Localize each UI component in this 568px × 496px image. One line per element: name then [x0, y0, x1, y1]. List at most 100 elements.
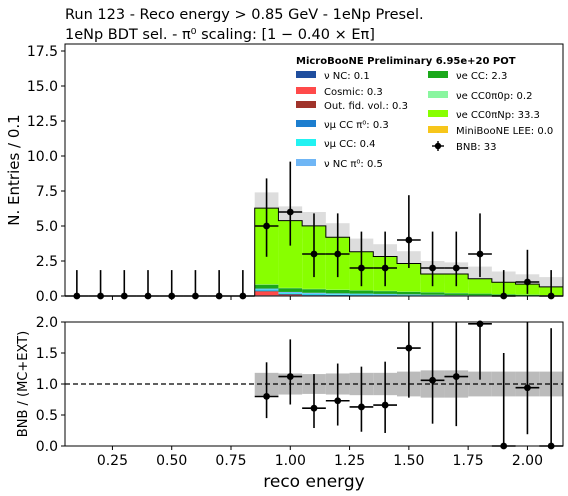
ratio-uncertainty-band	[468, 371, 492, 397]
data-point	[263, 222, 270, 230]
ratio-panel: 0.0 0.5 1.0 1.5 2.0 0.25 0.50 0.75 1.00 1.25 1.50 1…	[16, 315, 564, 492]
ratio-point	[263, 393, 270, 400]
ratio-xtick-label: 2.00	[512, 453, 543, 469]
legend-data-marker	[434, 142, 442, 150]
stack-bar-6	[444, 293, 469, 296]
main-ytick-label: 2.5	[36, 254, 58, 270]
main-ytick-label: 10.0	[27, 149, 58, 165]
legend-swatch	[296, 87, 316, 94]
ratio-xtick-label: 0.25	[97, 453, 128, 469]
legend-swatch	[428, 71, 448, 78]
ratio-point	[334, 397, 342, 405]
stack-bar-2	[278, 294, 303, 296]
legend-title: MicroBooNE Preliminary 6.95e+20 POT	[296, 56, 516, 67]
main-ylabel: N. Entries / 0.1	[5, 114, 23, 225]
stack-bar-5	[278, 291, 303, 293]
main-panel: 0.0 2.5 5.0 7.5 10.0 12.5 15.0 17.5 N. Entries /…	[5, 43, 564, 305]
stack-bar-6	[278, 288, 303, 292]
ratio-point	[476, 320, 484, 328]
stack-bar-6	[349, 290, 374, 294]
stack-bar-3	[278, 293, 303, 295]
stack-bar-5	[397, 294, 421, 295]
legend-label: MiniBooNE LEE: 0.0	[456, 126, 553, 137]
data-point	[476, 250, 484, 258]
legend-label: Out. fid. vol.: 0.3	[324, 101, 408, 112]
legend-label: νe CC: 2.3	[456, 71, 507, 82]
data-point	[381, 264, 389, 272]
ratio-point	[405, 344, 413, 352]
stack-bar-5	[302, 292, 326, 294]
legend-label: νe CC0π0p: 0.2	[456, 91, 532, 102]
legend: MicroBooNE Preliminary 6.95e+20 POT ν NC:…	[296, 56, 553, 170]
main-ytick-label: 0.0	[36, 289, 58, 305]
ratio-xtick-label: 1.25	[334, 453, 365, 469]
stack-bar-2	[254, 291, 279, 292]
ratio-xtick-label: 1.75	[453, 453, 484, 469]
chart-title-line2: 1eNp BDT sel. - π⁰ scaling: [1 − 0.40 × …	[65, 27, 375, 43]
legend-label: ν NC: 0.1	[324, 71, 370, 82]
stack-bar-8	[397, 263, 421, 292]
stack-bar-1	[254, 291, 279, 296]
legend-label: νμ CC: 0.4	[324, 139, 376, 150]
stack-bar-3	[302, 294, 326, 296]
stack-bar-4	[325, 294, 350, 295]
stack-bar-6	[302, 289, 326, 293]
legend-label: νe CC0πNp: 33.3	[456, 110, 540, 121]
legend-swatch	[428, 126, 448, 133]
main-axes-frame	[64, 43, 564, 297]
stack-bar-4	[278, 292, 303, 294]
ratio-ytick-label: 0.5	[36, 408, 58, 424]
stack-bar-8	[278, 220, 303, 288]
legend-swatch	[428, 110, 448, 117]
stack-bar-6	[397, 291, 421, 295]
data-point	[358, 264, 365, 272]
stack-bar-6	[254, 284, 279, 289]
chart-title-line1: Run 123 - Reco energy > 0.85 GeV - 1eNp …	[65, 7, 424, 23]
ratio-xtick-label: 0.50	[156, 453, 187, 469]
stack-bar-4	[349, 294, 374, 296]
ratio-point	[310, 404, 318, 412]
ratio-point	[452, 373, 460, 380]
legend-label: BNB: 33	[456, 142, 496, 153]
legend-swatch	[296, 120, 316, 127]
stack-bar-6	[420, 292, 445, 295]
stack-bar-8	[468, 278, 492, 294]
stack-bar-5	[254, 288, 279, 290]
main-ytick-label: 12.5	[27, 114, 58, 130]
legend-swatch	[296, 159, 316, 166]
legend-label: ν NC π⁰: 0.5	[324, 159, 383, 170]
data-point	[286, 208, 294, 216]
ratio-point	[286, 373, 294, 380]
ratio-ytick-label: 0.0	[36, 439, 58, 455]
ratio-ylabel: BNB / (MC+EXT)	[16, 331, 31, 437]
data-point	[429, 264, 436, 272]
ratio-xlabel: reco energy	[263, 472, 364, 492]
stack-bar-6	[373, 291, 397, 294]
legend-label: νμ CC π⁰: 0.3	[324, 120, 389, 131]
data-point	[310, 250, 318, 258]
ratio-xtick-label: 1.50	[393, 453, 424, 469]
legend-swatch	[296, 139, 316, 146]
legend-swatch	[296, 71, 316, 78]
stack-bar-3	[325, 294, 350, 296]
mc-total-outline	[254, 207, 564, 296]
stack-bar-4	[254, 289, 279, 291]
stack-bar-5	[373, 293, 397, 295]
data-point	[405, 236, 413, 244]
main-ytick-label: 17.5	[27, 44, 58, 60]
data-point	[452, 264, 460, 272]
stack-bar-6	[468, 293, 492, 296]
stack-bar-4	[302, 293, 326, 295]
ratio-ytick-label: 1.0	[36, 377, 58, 393]
legend-swatch	[428, 91, 448, 98]
stack-bar-5	[325, 293, 350, 295]
ratio-point	[381, 401, 389, 409]
ratio-xtick-label: 1.00	[275, 453, 306, 469]
data-point	[524, 278, 531, 286]
ratio-point	[358, 403, 365, 411]
stack-bar-6	[515, 294, 540, 296]
stack-bar-3	[254, 290, 279, 292]
legend-label: Cosmic: 0.3	[324, 87, 383, 98]
ratio-point	[524, 384, 531, 392]
